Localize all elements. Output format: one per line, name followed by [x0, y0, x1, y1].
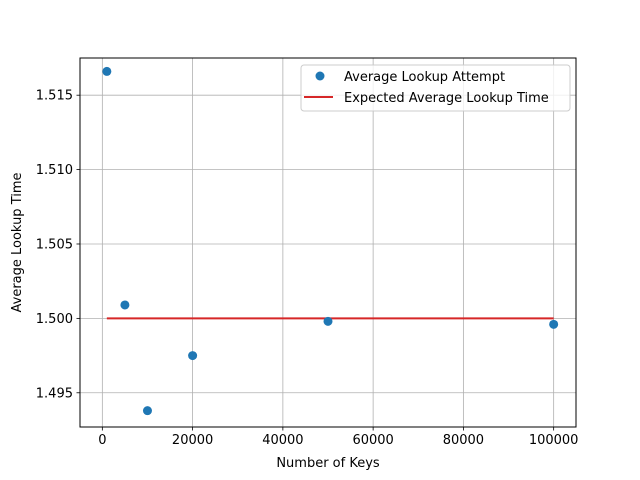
- x-axis-label: Number of Keys: [276, 456, 380, 471]
- scatter-point: [142, 406, 152, 416]
- x-tick-label: 100000: [529, 433, 579, 448]
- y-tick-label: 1.500: [36, 312, 73, 327]
- x-tick-label: 20000: [172, 433, 213, 448]
- scatter-point: [188, 351, 198, 361]
- y-tick-label: 1.495: [36, 386, 73, 401]
- y-tick-label: 1.515: [36, 89, 73, 104]
- legend-label-average-lookup-attempt: Average Lookup Attempt: [344, 70, 505, 85]
- scatter-points: [102, 66, 559, 416]
- y-tick-label: 1.505: [36, 237, 73, 252]
- legend-label-expected-average-lookup-time: Expected Average Lookup Time: [344, 91, 549, 106]
- scatter-point: [323, 316, 333, 326]
- scatter-point: [549, 319, 559, 329]
- x-tick-label: 40000: [262, 433, 303, 448]
- x-tick-label: 80000: [443, 433, 484, 448]
- plot-area-frame: [79, 57, 577, 428]
- legend-box: [300, 64, 571, 112]
- legend: Average Lookup Attempt Expected Average …: [300, 64, 571, 112]
- x-tick-label: 0: [98, 433, 106, 448]
- axis-ticks: 0 20000 40000 60000 80000 100000 1.495 1.500 1.5…: [36, 89, 579, 448]
- scatter-point: [120, 300, 130, 310]
- x-tick-label: 60000: [352, 433, 393, 448]
- y-tick-label: 1.510: [36, 163, 73, 178]
- y-axis-label: Average Lookup Time: [10, 172, 25, 312]
- scatter-point: [102, 66, 112, 76]
- legend-marker-scatter: [315, 71, 325, 81]
